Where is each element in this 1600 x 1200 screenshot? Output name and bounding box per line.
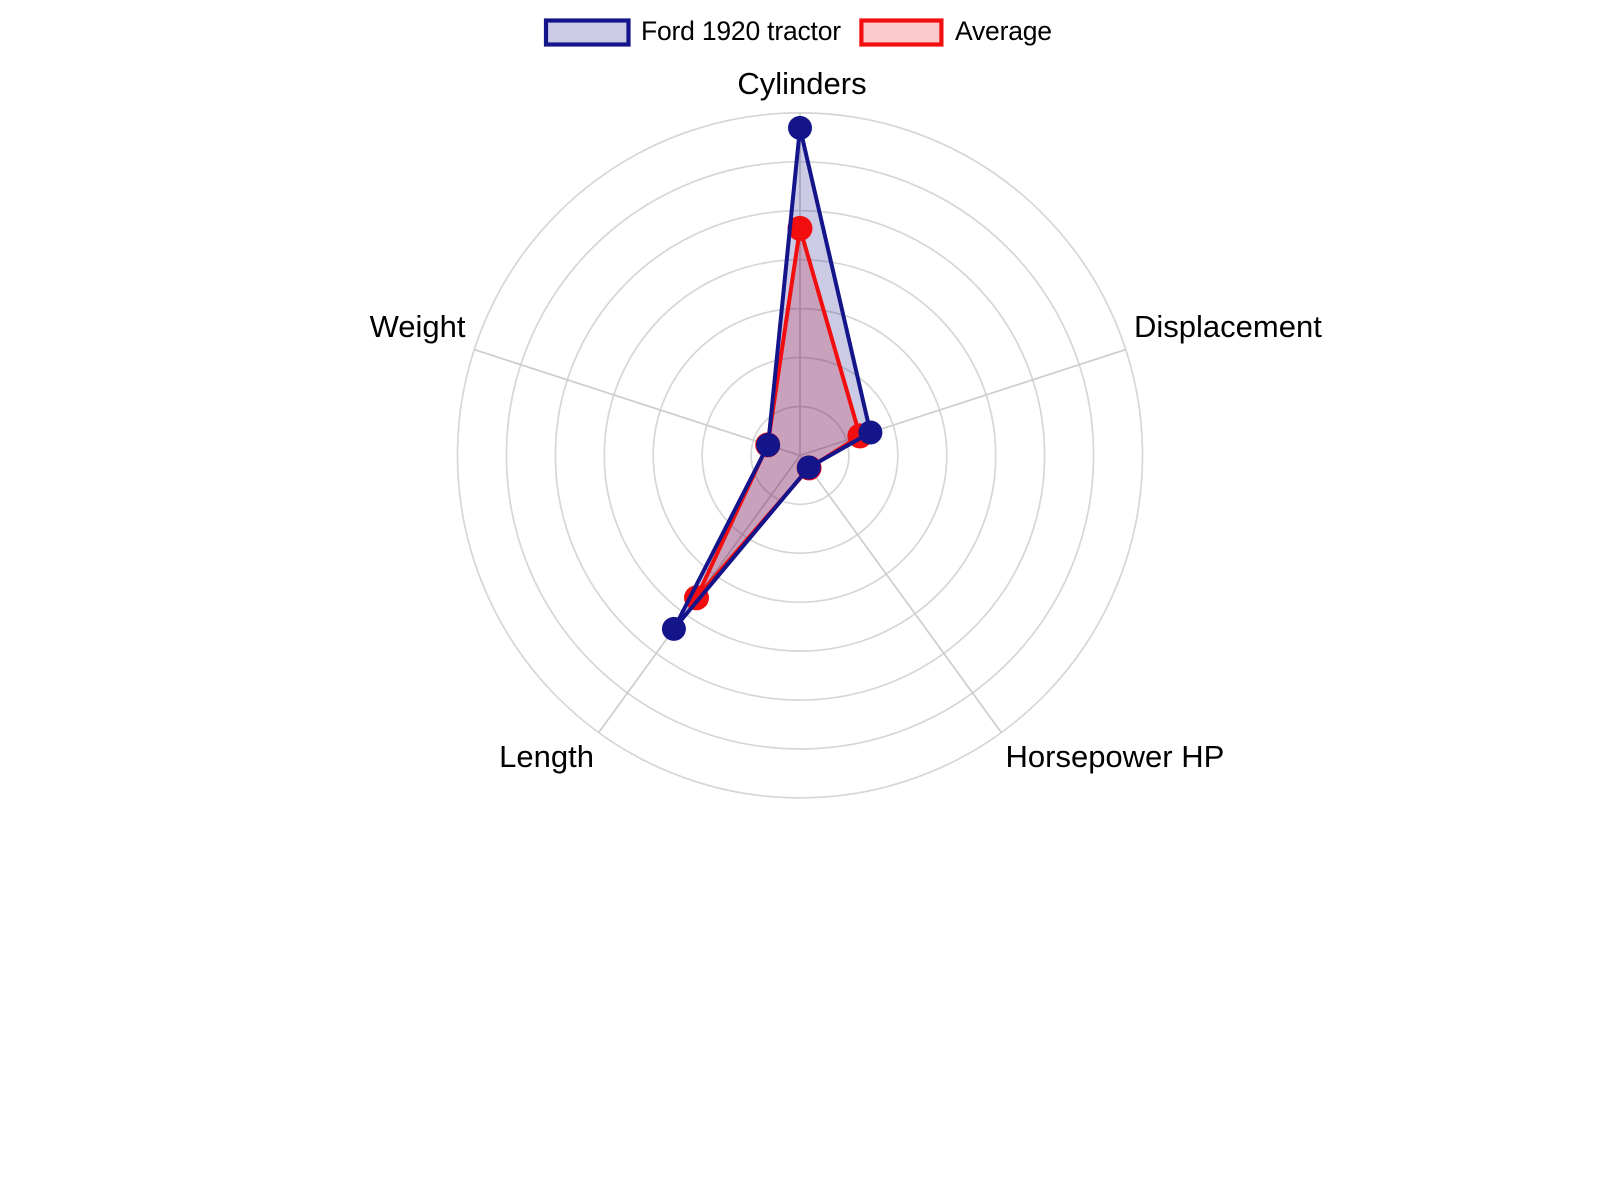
svg-text:Average: Average xyxy=(955,16,1052,46)
svg-text:Length: Length xyxy=(499,739,594,774)
svg-text:Horsepower HP: Horsepower HP xyxy=(1006,739,1225,774)
svg-text:Cylinders: Cylinders xyxy=(737,66,866,101)
svg-text:Displacement: Displacement xyxy=(1134,309,1322,344)
svg-text:Ford 1920 tractor: Ford 1920 tractor xyxy=(641,16,841,46)
svg-text:Weight: Weight xyxy=(370,309,466,344)
